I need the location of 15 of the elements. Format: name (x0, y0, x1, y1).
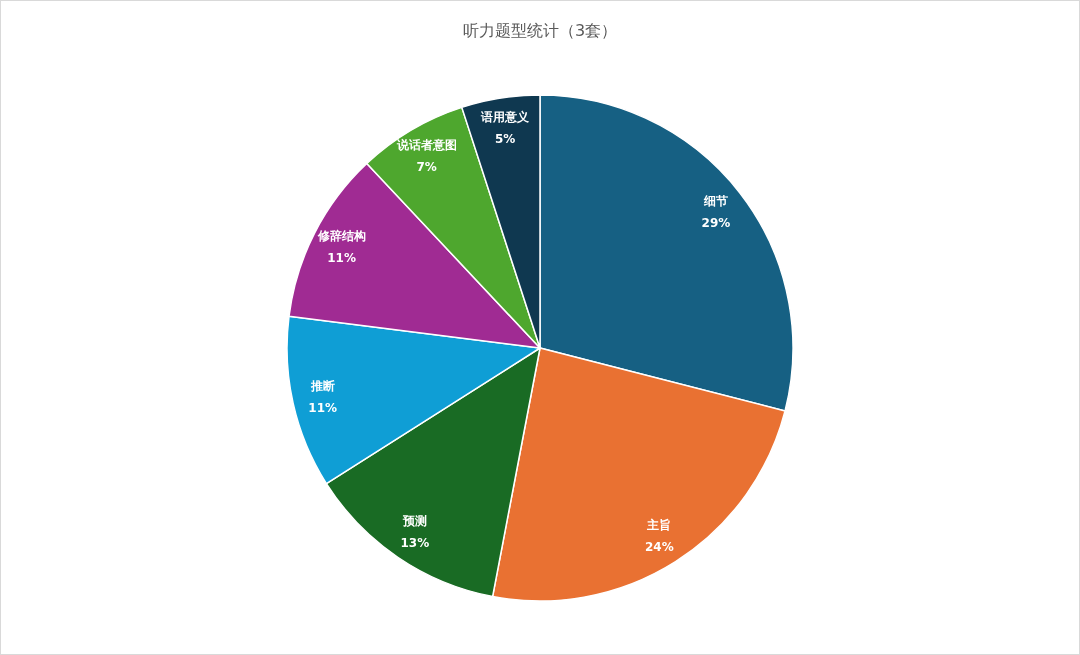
data-label: 7% (416, 160, 437, 175)
data-label: 24% (644, 539, 674, 554)
slice-label: 主旨 (646, 517, 672, 532)
slice-label: 预测 (401, 514, 427, 529)
data-label: 11% (308, 400, 338, 415)
slice-label: 推断 (309, 378, 335, 393)
chart-title: 听力题型统计（3套） (462, 20, 618, 40)
data-label: 5% (494, 132, 516, 147)
data-label: 29% (701, 215, 731, 230)
slice-label: 细节 (702, 193, 728, 208)
slice-label: 说话者意图 (395, 138, 457, 153)
slice-label: 语用意义 (480, 110, 531, 125)
data-label: 13% (400, 536, 430, 551)
data-label: 11% (327, 250, 356, 265)
slice-label: 修辞结构 (316, 228, 366, 243)
